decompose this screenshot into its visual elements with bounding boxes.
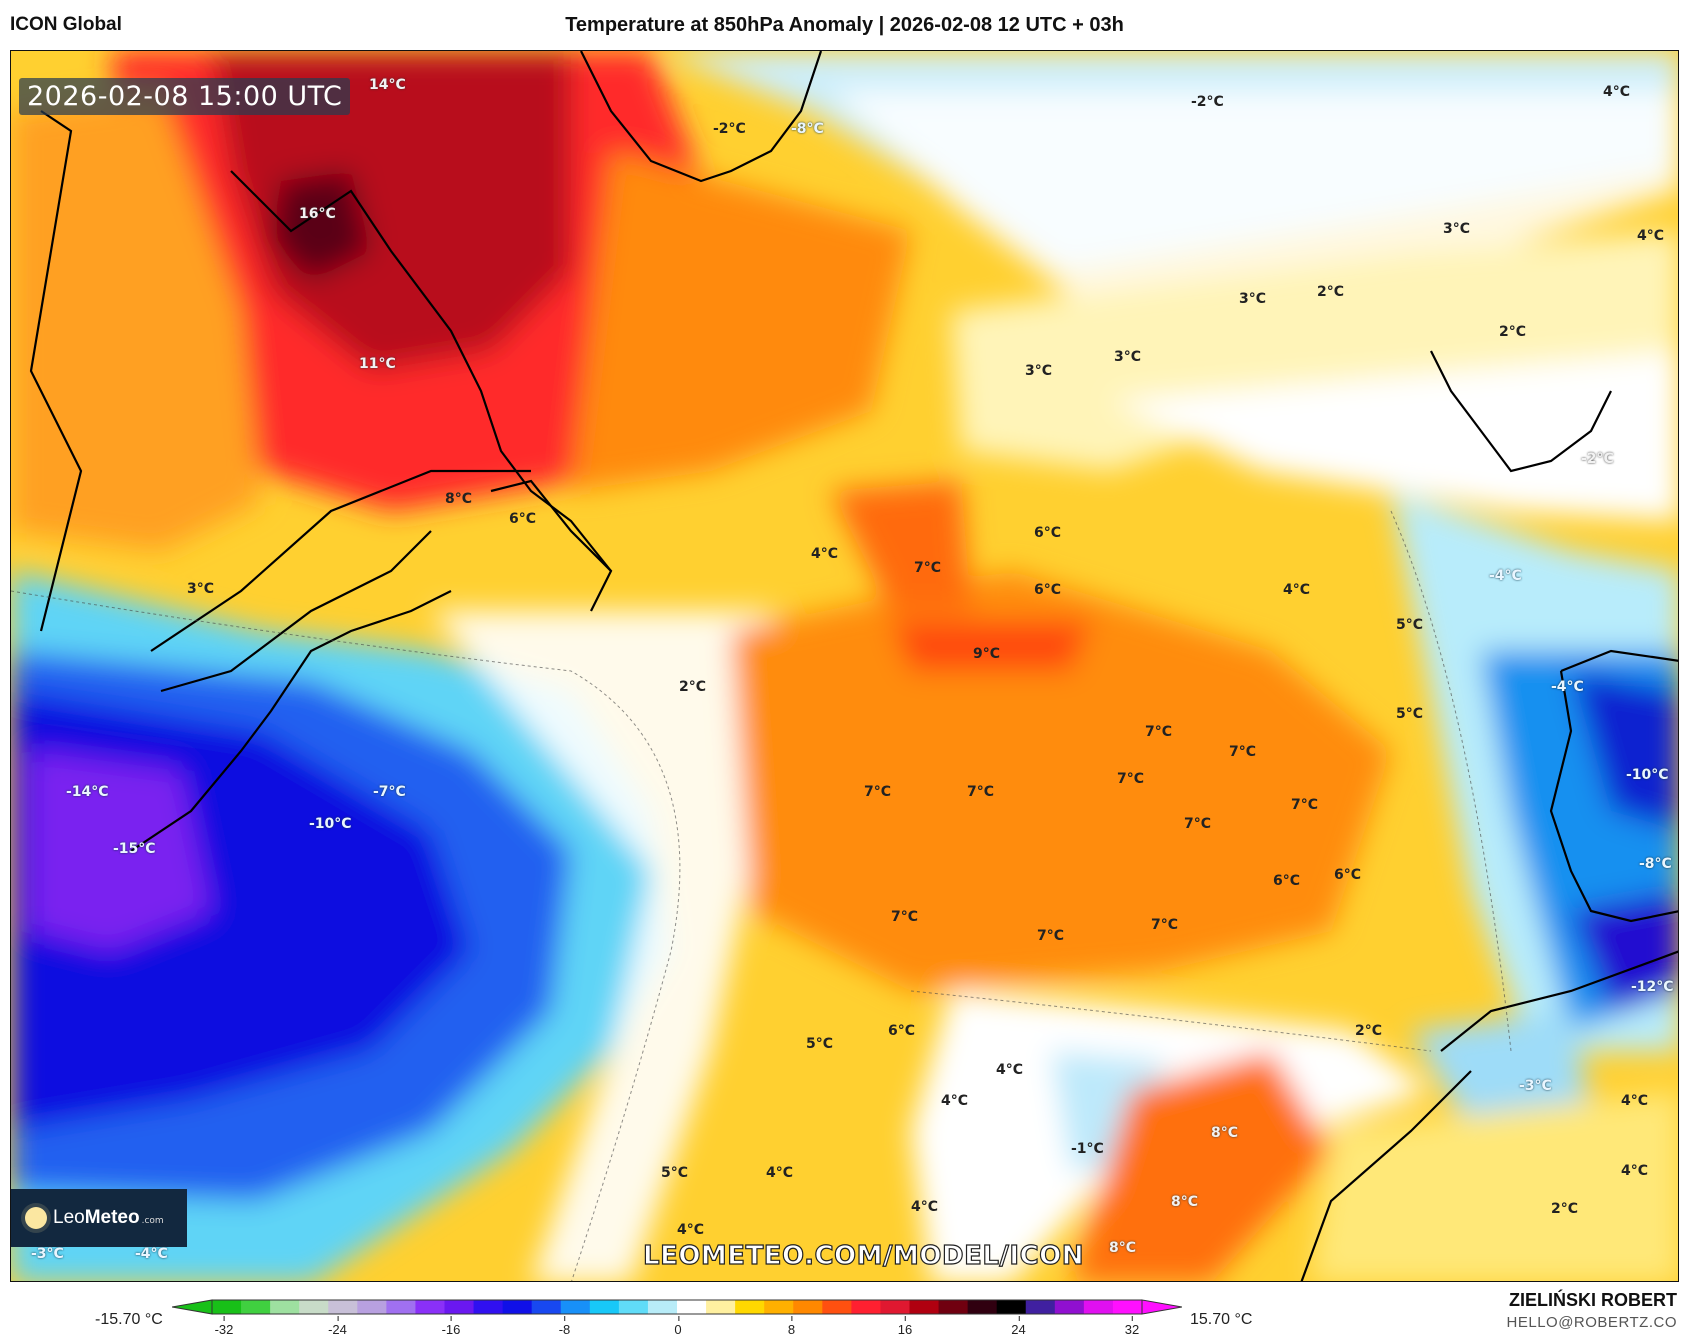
colorbar-tick: 16 xyxy=(897,1316,913,1337)
contour-label: 7°C xyxy=(1151,917,1179,933)
contour-label: 3°C xyxy=(1443,221,1471,237)
colorbar-ticks: -32 -24 -16 -8 0 8 16 24 32 xyxy=(0,1316,1689,1338)
contour-label: 7°C xyxy=(1037,928,1065,944)
contour-label: 7°C xyxy=(1145,724,1173,740)
contour-label: 7°C xyxy=(914,560,942,576)
contour-label: 6°C xyxy=(509,511,537,527)
contour-label: 8°C xyxy=(1109,1240,1137,1256)
contour-label: 2°C xyxy=(679,679,707,695)
logo-tld: .com xyxy=(141,1216,164,1226)
colorbar-tick: -24 xyxy=(328,1316,347,1337)
contour-label: -10°C xyxy=(1626,767,1669,783)
anomaly-field xyxy=(11,51,1678,1281)
contour-label: 4°C xyxy=(911,1199,939,1215)
watermark-url: LEOMETEO.COM/MODEL/ICON xyxy=(642,1240,1085,1271)
coastlines xyxy=(29,51,1678,1281)
logo-prefix: Leo xyxy=(53,1207,85,1228)
contour-label: -3°C xyxy=(31,1246,64,1262)
temperature-anomaly-map: 2026-02-08 15:00 UTC 14°C 16°C 11°C 8°C 6°C 3… xyxy=(10,50,1679,1282)
contour-label: 7°C xyxy=(864,784,892,800)
contour-label: 4°C xyxy=(996,1062,1024,1078)
contour-label: -12°C xyxy=(1631,979,1674,995)
contour-label: 6°C xyxy=(1334,867,1362,883)
contour-label: 7°C xyxy=(1184,816,1212,832)
contour-label: 6°C xyxy=(1034,525,1062,541)
contour-label: 7°C xyxy=(967,784,995,800)
contour-label: 3°C xyxy=(1025,363,1053,379)
sun-icon xyxy=(25,1207,47,1229)
contour-label: -8°C xyxy=(1639,856,1672,872)
contour-label: 4°C xyxy=(811,546,839,562)
contour-label: 9°C xyxy=(973,646,1001,662)
leometeo-logo[interactable]: LeoMeteo .com xyxy=(11,1189,187,1247)
contour-label: 2°C xyxy=(1317,284,1345,300)
contour-label: 7°C xyxy=(1229,744,1257,760)
colorbar-tick: 0 xyxy=(674,1316,682,1337)
contour-label: 4°C xyxy=(1283,582,1311,598)
contour-label: -10°C xyxy=(309,816,352,832)
colorbar-tick: -8 xyxy=(558,1316,571,1337)
contour-label: 8°C xyxy=(445,491,473,507)
colorbar xyxy=(172,1299,1182,1315)
contour-label: 5°C xyxy=(1396,706,1424,722)
contour-label: 2°C xyxy=(1355,1023,1383,1039)
contour-label: -1°C xyxy=(1071,1141,1104,1157)
contour-label: 7°C xyxy=(1117,771,1145,787)
contour-label: 4°C xyxy=(1621,1163,1649,1179)
contour-label: -2°C xyxy=(713,121,746,137)
contour-label: -7°C xyxy=(373,784,406,800)
contour-label: 14°C xyxy=(369,77,406,93)
contour-label: 2°C xyxy=(1499,324,1527,340)
valid-time-badge: 2026-02-08 15:00 UTC xyxy=(19,78,351,115)
contour-label: 4°C xyxy=(941,1093,969,1109)
contour-label: 5°C xyxy=(1396,617,1424,633)
contour-label: 2°C xyxy=(1551,1201,1579,1217)
contour-label: 7°C xyxy=(1291,797,1319,813)
contour-label: -15°C xyxy=(113,841,156,857)
contour-label: 4°C xyxy=(766,1165,794,1181)
colorbar-tick: -32 xyxy=(214,1316,234,1337)
contour-label: -14°C xyxy=(66,784,109,800)
contour-label: 6°C xyxy=(1034,582,1062,598)
contour-label: 6°C xyxy=(888,1023,916,1039)
colorbar-tick: 8 xyxy=(787,1316,796,1337)
contour-label: 8°C xyxy=(1171,1194,1199,1210)
contour-label: 3°C xyxy=(187,581,215,597)
contour-label: -4°C xyxy=(135,1246,168,1262)
author-email[interactable]: HELLO@ROBERTZ.CO xyxy=(1506,1314,1677,1331)
contour-label: -3°C xyxy=(1519,1078,1552,1094)
colorbar-tick: 32 xyxy=(1124,1316,1140,1337)
model-name: ICON Global xyxy=(10,14,122,35)
colorbar-min-label: -15.70 °C xyxy=(95,1311,163,1328)
colorbar-max-label: 15.70 °C xyxy=(1190,1311,1253,1328)
contour-label: 4°C xyxy=(1603,84,1631,100)
contour-label: -8°C xyxy=(791,121,824,137)
contour-label: 3°C xyxy=(1239,291,1267,307)
contour-label: 6°C xyxy=(1273,873,1301,889)
contour-label: 11°C xyxy=(359,356,396,372)
contour-label: 7°C xyxy=(891,909,919,925)
contour-label: 8°C xyxy=(1211,1125,1239,1141)
author-credit: ZIELIŃSKI ROBERT xyxy=(1508,1290,1677,1310)
contour-label: 4°C xyxy=(677,1222,705,1238)
contour-label: 5°C xyxy=(806,1036,834,1052)
logo-suffix: Meteo xyxy=(84,1207,140,1228)
contour-label: 3°C xyxy=(1114,349,1142,365)
chart-title: Temperature at 850hPa Anomaly | 2026-02-… xyxy=(565,14,1124,36)
contour-label: -4°C xyxy=(1489,568,1522,584)
contour-label: -4°C xyxy=(1551,679,1584,695)
colorbar-tick: 24 xyxy=(1011,1316,1026,1337)
colorbar-tick: -16 xyxy=(441,1316,461,1337)
contour-label: -2°C xyxy=(1191,94,1224,110)
contour-label: 16°C xyxy=(299,206,336,222)
contour-label: 5°C xyxy=(661,1165,689,1181)
contour-label: 4°C xyxy=(1637,228,1665,244)
contour-label: -2°C xyxy=(1581,451,1614,467)
contour-label: 4°C xyxy=(1621,1093,1649,1109)
